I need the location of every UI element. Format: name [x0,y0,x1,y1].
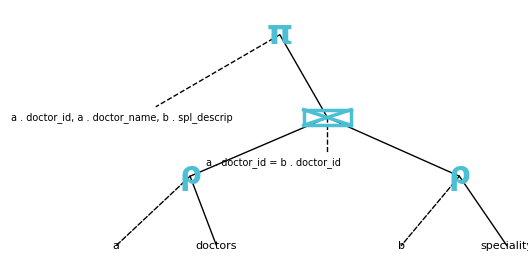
Text: a: a [112,241,120,251]
Text: ρ: ρ [179,162,201,191]
Text: doctors: doctors [196,241,237,251]
Text: speciality: speciality [480,241,528,251]
Text: π: π [267,18,293,51]
Text: a . doctor_id, a . doctor_name, b . spl_descrip: a . doctor_id, a . doctor_name, b . spl_… [11,112,232,123]
Text: a . doctor_id = b . doctor_id: a . doctor_id = b . doctor_id [206,158,341,168]
Text: b: b [398,241,405,251]
Text: ρ: ρ [448,162,470,191]
